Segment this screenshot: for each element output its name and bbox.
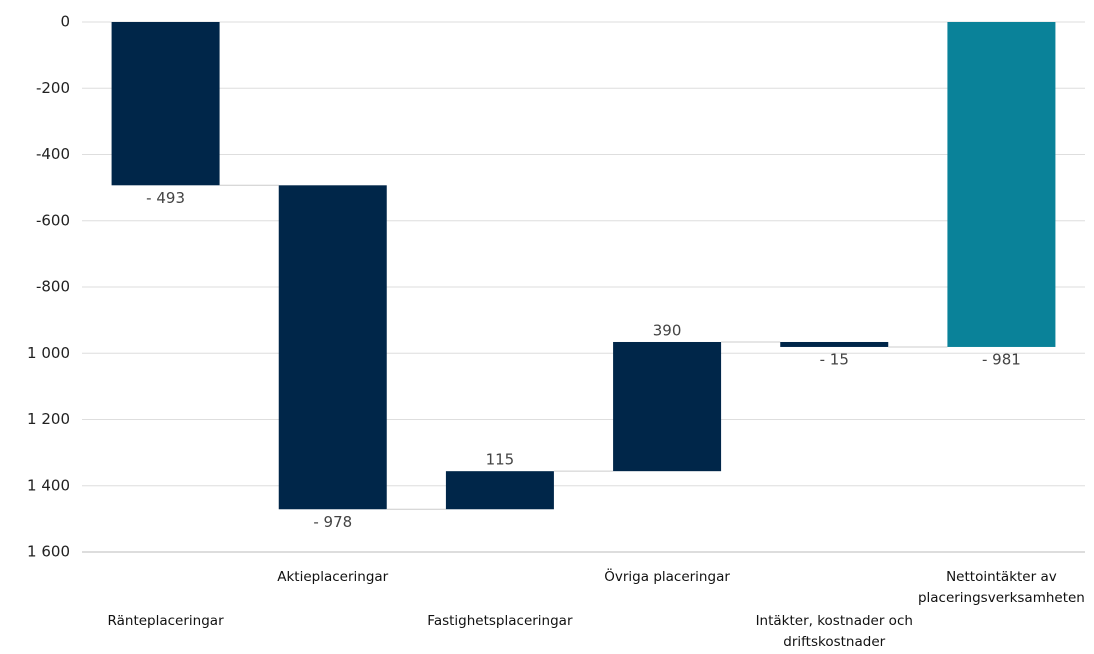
y-tick-label: -600 (36, 211, 70, 229)
data-label: 115 (486, 451, 515, 469)
y-tick-label: 1 200 (27, 410, 70, 428)
bar (111, 22, 220, 186)
data-label: 390 (653, 321, 682, 339)
x-tick-label: Intäkter, kostnader och driftskostnader (755, 613, 913, 650)
y-tick-label: -200 (36, 79, 70, 97)
y-tick-label: -400 (36, 145, 70, 163)
x-tick-label: Nettointäkter av placeringsverksamheten (917, 569, 1085, 606)
x-tick-label: Ränteplaceringar (107, 613, 224, 629)
data-label: - 15 (820, 350, 849, 368)
bar (947, 22, 1056, 347)
bar (278, 185, 387, 510)
y-tick-label: 0 (60, 13, 70, 31)
x-tick-label: Aktieplaceringar (277, 569, 389, 585)
data-label: - 981 (982, 350, 1021, 368)
data-label: - 978 (313, 513, 352, 531)
y-tick-label: -800 (36, 278, 70, 296)
bar (613, 341, 722, 472)
bar (445, 471, 554, 510)
y-tick-label: 1 000 (27, 344, 70, 362)
bar (780, 341, 889, 347)
y-tick-label: 1 400 (27, 476, 70, 494)
data-label: - 493 (146, 189, 185, 207)
y-tick-label: 1 600 (27, 543, 70, 561)
x-tick-label: Fastighetsplaceringar (427, 613, 573, 629)
x-tick-label: Övriga placeringar (604, 569, 730, 585)
